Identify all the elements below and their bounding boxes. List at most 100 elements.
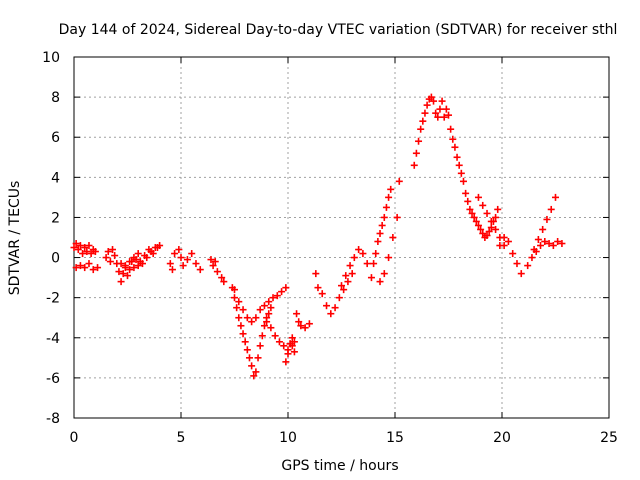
data-point	[453, 153, 461, 161]
data-point	[537, 242, 545, 250]
data-point	[496, 242, 504, 250]
data-point	[235, 298, 243, 306]
data-point	[149, 250, 157, 258]
data-point	[168, 266, 176, 274]
data-point	[220, 278, 228, 286]
data-point	[487, 217, 495, 225]
data-point	[89, 266, 97, 274]
data-point	[295, 318, 303, 326]
x-tick-label: 15	[386, 430, 404, 446]
data-point	[547, 205, 555, 213]
data-point	[340, 286, 348, 294]
data-point	[243, 314, 251, 322]
data-point	[81, 244, 89, 252]
data-point	[248, 362, 256, 370]
data-point	[117, 260, 125, 268]
data-point	[72, 264, 80, 272]
data-point	[541, 238, 549, 246]
y-tick-label: 6	[51, 130, 60, 146]
data-point	[233, 304, 241, 312]
data-point	[455, 161, 463, 169]
data-point	[235, 314, 243, 322]
y-tick-label: 8	[51, 90, 60, 106]
data-point	[543, 215, 551, 223]
data-point	[348, 270, 356, 278]
data-point	[445, 111, 452, 119]
data-point	[74, 246, 82, 254]
data-point	[72, 240, 80, 248]
x-tick-label: 10	[279, 430, 297, 446]
data-point	[395, 177, 403, 185]
data-point	[447, 125, 455, 133]
data-point	[254, 354, 262, 362]
data-point	[419, 117, 427, 125]
data-point	[297, 322, 305, 330]
data-point	[85, 260, 93, 268]
data-point	[130, 264, 138, 272]
data-point	[109, 246, 117, 254]
data-point	[449, 135, 457, 143]
data-point	[153, 244, 161, 252]
data-point	[479, 201, 487, 209]
data-point	[389, 234, 397, 241]
data-point	[331, 304, 339, 312]
data-point	[479, 229, 487, 237]
data-point	[102, 254, 110, 262]
data-point	[117, 278, 125, 286]
data-point	[470, 213, 478, 221]
y-tick-label: -2	[46, 291, 60, 307]
data-point	[485, 227, 493, 235]
data-point	[436, 105, 444, 113]
data-point	[530, 246, 538, 254]
data-point	[177, 254, 185, 262]
data-point	[141, 252, 149, 260]
data-point	[256, 306, 264, 314]
data-point	[81, 264, 89, 272]
data-point	[282, 284, 290, 292]
data-point	[524, 262, 532, 270]
data-point	[513, 260, 521, 268]
data-point	[271, 332, 279, 340]
data-point	[104, 248, 112, 256]
data-point	[258, 332, 266, 340]
data-point	[494, 205, 502, 213]
data-point	[273, 292, 281, 300]
data-point	[492, 225, 500, 233]
x-tick-label: 20	[493, 430, 511, 446]
data-point	[76, 262, 84, 270]
data-point	[267, 324, 275, 332]
data-point	[457, 169, 465, 177]
y-tick-label: 2	[51, 210, 60, 226]
data-point	[171, 250, 179, 258]
data-point	[417, 125, 425, 133]
data-point	[451, 143, 459, 151]
data-point	[483, 231, 491, 239]
data-point	[466, 205, 474, 213]
data-point	[528, 254, 536, 262]
data-point	[464, 197, 472, 205]
data-point	[427, 93, 435, 101]
data-point	[539, 225, 547, 233]
data-point	[338, 282, 345, 290]
data-point	[218, 274, 226, 282]
data-point	[111, 252, 119, 260]
y-tick-label: -4	[46, 331, 60, 347]
x-tick-label: 5	[177, 430, 186, 446]
data-point	[359, 250, 367, 258]
data-point	[213, 268, 221, 276]
data-point	[370, 260, 378, 268]
data-point	[380, 270, 388, 278]
data-point	[459, 177, 467, 185]
data-point	[472, 217, 480, 225]
data-point	[126, 258, 134, 266]
data-point	[432, 109, 440, 117]
data-point	[477, 225, 485, 233]
data-point	[412, 149, 420, 157]
data-point	[196, 266, 204, 274]
grid	[74, 57, 609, 418]
data-point	[134, 262, 142, 270]
data-point	[248, 318, 256, 326]
x-tick-label: 25	[600, 430, 618, 446]
chart-title: Day 144 of 2024, Sidereal Day-to-day VTE…	[59, 22, 618, 38]
data-point	[474, 221, 482, 229]
